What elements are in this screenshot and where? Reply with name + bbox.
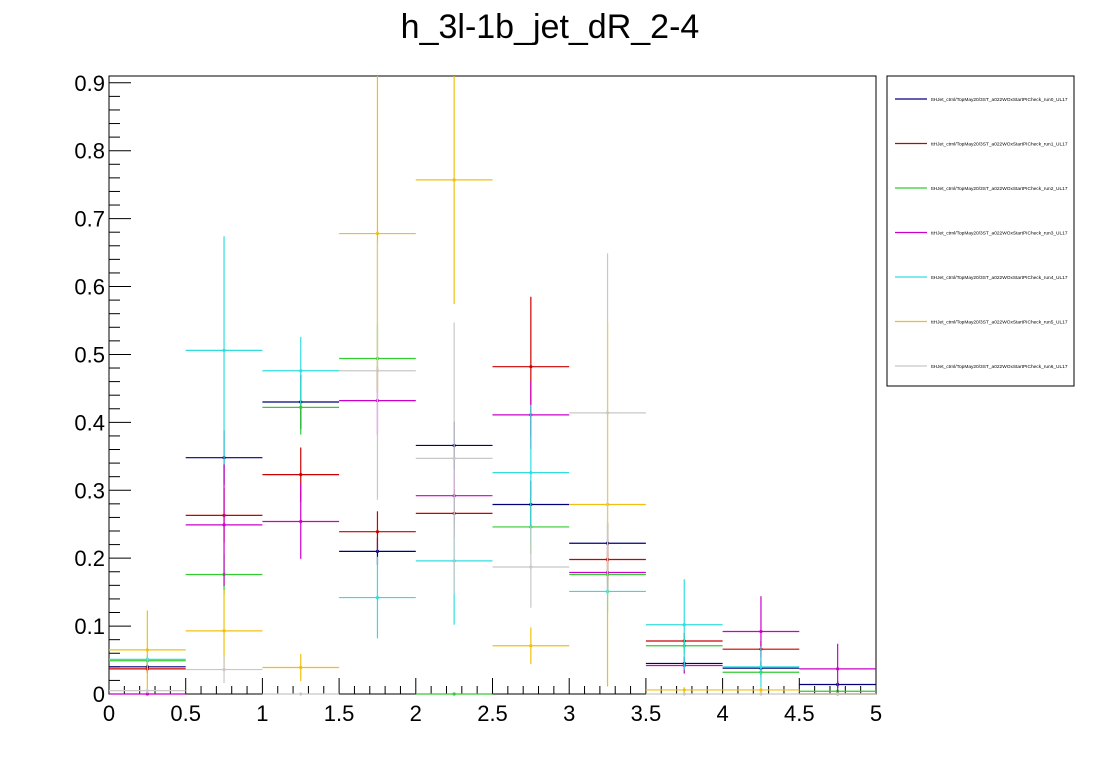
- legend-label-5: ttHJet_ctrnl/TopMay20/3ST_a022WOxStartPI…: [931, 320, 1068, 326]
- series-layer: [109, 76, 876, 696]
- x-tick-label: 2.5: [477, 701, 508, 726]
- series-6: [109, 241, 876, 696]
- legend-label-6: ttHJet_ctrnl/TopMay20/3ST_a022WOxStartPI…: [931, 364, 1068, 370]
- series-6-point: [529, 565, 533, 569]
- x-tick-label: 3.5: [631, 701, 662, 726]
- legend-label-4: ttHJet_ctrnl/TopMay20/3ST_a022WOxStartPI…: [931, 275, 1068, 281]
- y-tick-label: 0.6: [74, 275, 105, 300]
- x-tick-label: 3: [563, 701, 575, 726]
- series-4-point: [222, 348, 226, 352]
- y-tick-label: 0.1: [74, 614, 105, 639]
- series-6-point: [836, 692, 840, 696]
- series-1-point: [375, 530, 380, 534]
- series-6-point: [605, 411, 610, 415]
- x-tick-label: 1: [256, 701, 268, 726]
- series-3-point: [759, 629, 763, 634]
- series-2-point: [452, 692, 456, 696]
- y-tick-label: 0.7: [74, 207, 105, 232]
- series-6-point: [375, 369, 380, 373]
- series-6-point: [222, 667, 226, 672]
- series-4-point: [375, 595, 380, 600]
- legend: ttHJet_ctrnl/TopMay20/3ST_a022WOxStartPI…: [886, 75, 1075, 387]
- series-4-point: [299, 369, 303, 373]
- chart-title: h_3l-1b_jet_dR_2-4: [401, 8, 700, 46]
- series-5-point: [299, 665, 303, 670]
- series-3: [109, 366, 876, 696]
- y-tick-label: 0.8: [74, 139, 105, 164]
- series-1-point: [529, 365, 533, 369]
- y-tick-label: 0.2: [74, 546, 105, 571]
- y-tick-label: 0: [93, 682, 105, 707]
- series-4-point: [759, 665, 763, 669]
- series-4-point: [529, 471, 533, 475]
- x-tick-label: 5: [870, 701, 882, 726]
- series-5-point: [375, 231, 380, 236]
- axes: 0 0.5 1 1.5 2 2.5 3 3.5 4 4.5 5 0 0.1 0.2 0.3 0.4 0.5 0.6…: [74, 71, 882, 726]
- series-6-point: [682, 692, 686, 696]
- series-5-point: [222, 629, 226, 633]
- series-3-point: [836, 667, 840, 671]
- series-3-point: [222, 523, 226, 527]
- series-2-point: [299, 405, 303, 410]
- series-6-point: [299, 692, 303, 696]
- series-6-point: [759, 692, 763, 696]
- x-tick-label: 1.5: [324, 701, 355, 726]
- x-tick-label: 4: [716, 701, 728, 726]
- legend-label-3: ttHJet_ctrnl/TopMay20/3ST_a022WOxStartPI…: [931, 231, 1068, 237]
- series-4-point: [682, 623, 686, 627]
- y-tick-label: 0.3: [74, 478, 105, 503]
- series-5-point: [759, 688, 763, 692]
- series-6-point: [145, 689, 149, 693]
- series-6-point: [452, 456, 456, 460]
- y-tick-label: 0.4: [74, 410, 105, 435]
- x-tick-label: 0: [103, 701, 115, 726]
- y-tick-label: 0.9: [74, 71, 105, 96]
- series-1-point: [299, 473, 303, 477]
- x-tick-label: 2: [410, 701, 422, 726]
- series-3-point: [145, 692, 149, 696]
- legend-label-0: ttHJet_ctrnl/TopMay20/3ST_a022WOxStartPI…: [931, 97, 1068, 103]
- series-5-point: [529, 644, 533, 648]
- series-5-point: [145, 648, 149, 652]
- x-tick-label: 0.5: [170, 701, 201, 726]
- series-5-point: [682, 688, 686, 692]
- series-3-point: [299, 519, 303, 524]
- y-tick-label: 0.5: [74, 342, 105, 367]
- legend-label-1: ttHJet_ctrnl/TopMay20/3ST_a022WOxStartPI…: [931, 142, 1068, 148]
- series-5-point: [452, 178, 456, 182]
- x-tick-label: 4.5: [784, 701, 815, 726]
- legend-box: [886, 75, 1075, 387]
- legend-label-2: ttHJet_ctrnl/TopMay20/3ST_a022WOxStartPI…: [931, 186, 1068, 192]
